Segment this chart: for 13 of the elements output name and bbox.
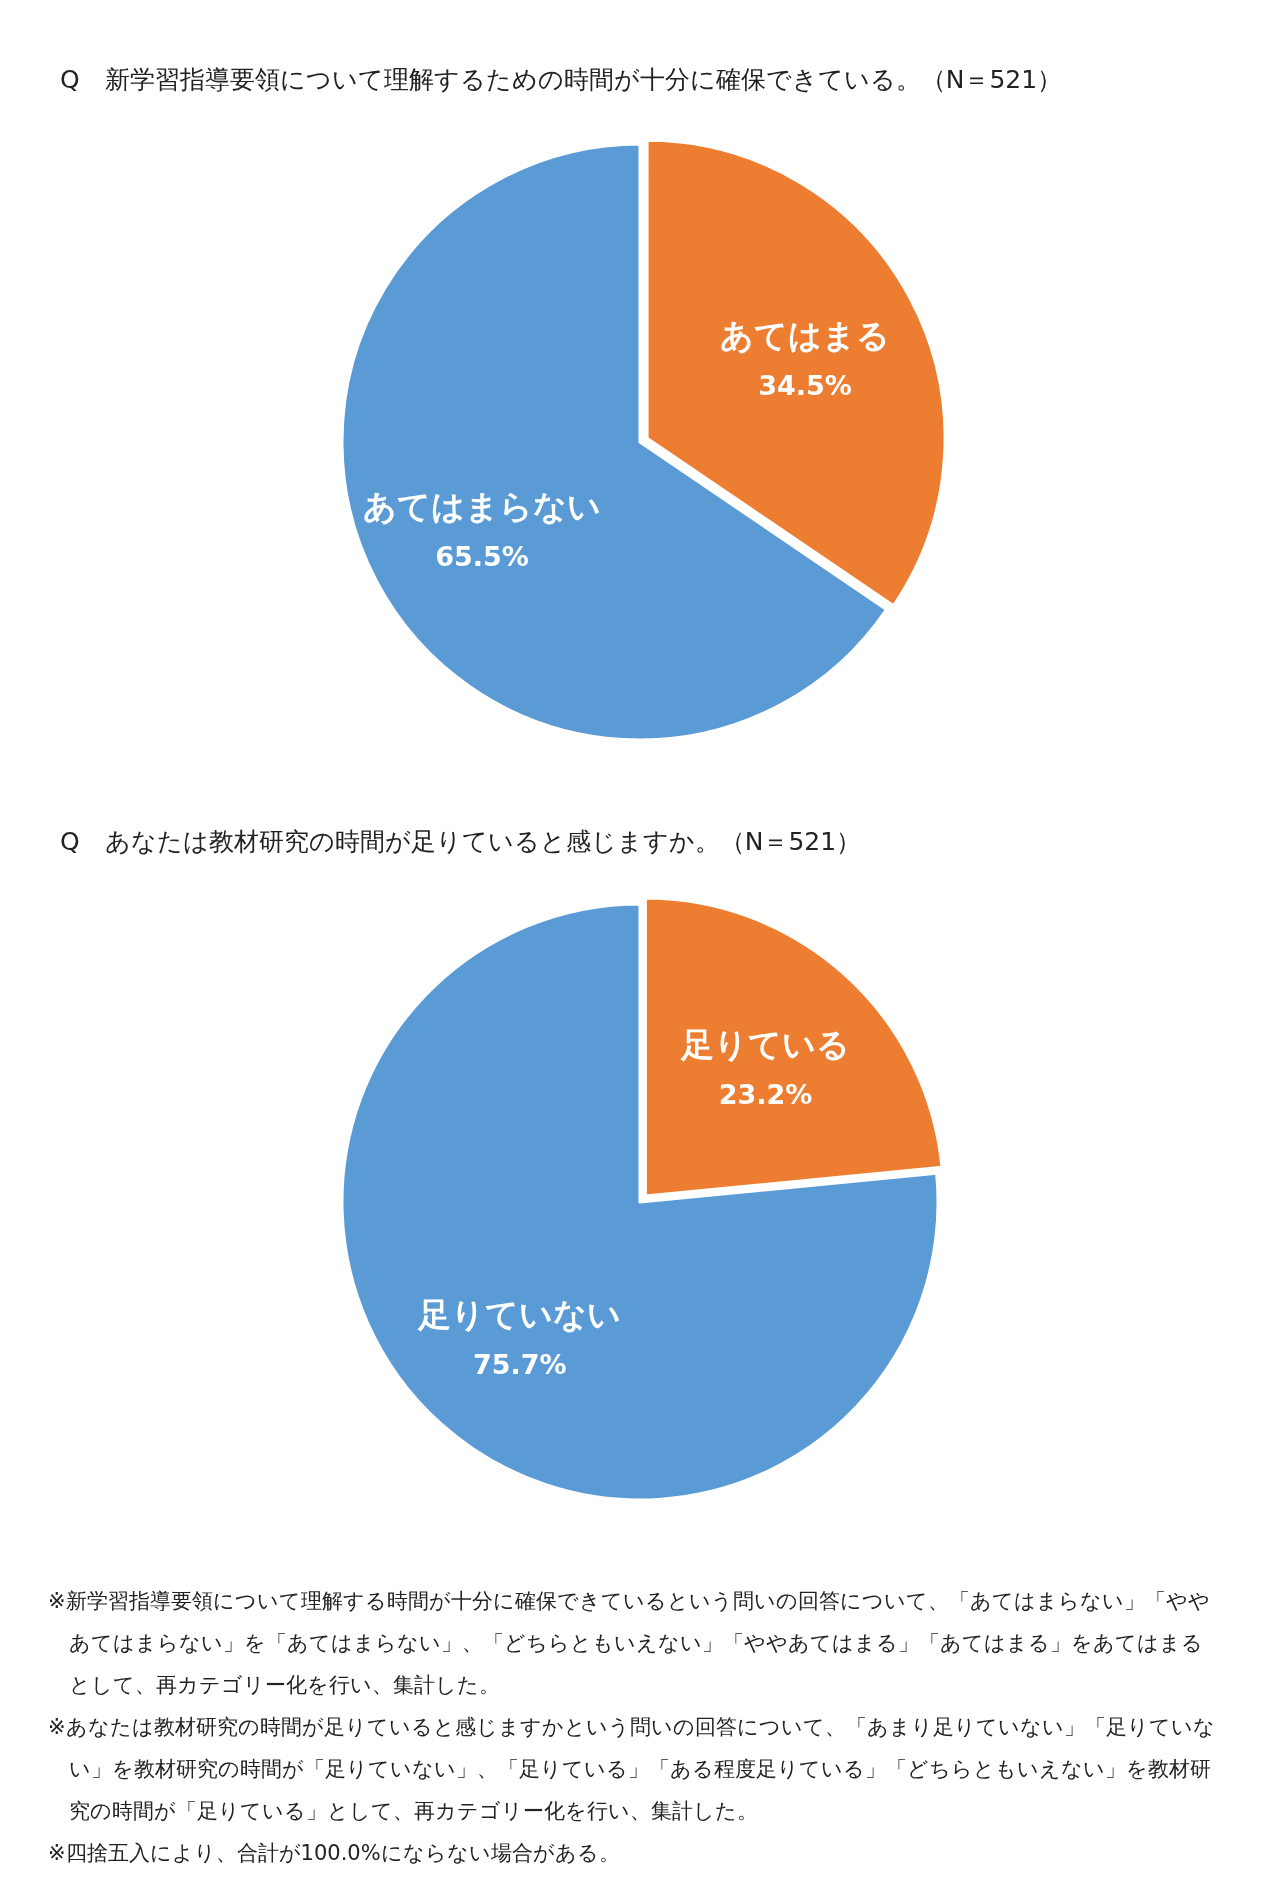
slice-label: 足りている <box>680 1024 851 1064</box>
chart-title: Q 新学習指導要領について理解するための時間が十分に確保できている。（N＝521） <box>60 65 1063 94</box>
slice-label: 足りていない <box>417 1295 622 1335</box>
text: ※四捨五入により、合計が100.0%にならない場合がある。 <box>48 1841 620 1865</box>
data-label: 65.5% <box>435 540 529 572</box>
data-label: 34.5% <box>758 369 852 401</box>
data-label: 23.2% <box>718 1078 813 1110</box>
slice-label: あてはまる <box>720 315 891 355</box>
slice-label: あてはまらない <box>362 486 601 526</box>
text: ※あなたは教材研究の時間が足りていると感じますかという問いの回答について、「あまり足りていない」「足りていない」を教材研究の時間が「足りていない」、「足りている」「ある程度足りている」「どちらともいえない」を教材研究の時間が「足りている」として、再カテゴリー化を行い、集計した。 <box>48 1715 1215 1823</box>
data-label: 75.7% <box>473 1349 567 1381</box>
text: ※新学習指導要領について理解する時間が十分に確保できているという問いの回答について、「あてはまらない」「ややあてはまらない」を「あてはまらない」、「どちらともいえない」「ややあてはまる」「あてはまる」をあてはまるとして、再カテゴリー化を行い、集計した。 <box>48 1589 1210 1697</box>
chart-title: Q あなたは教材研究の時間が足りていると感じますか。（N＝521） <box>60 827 862 856</box>
